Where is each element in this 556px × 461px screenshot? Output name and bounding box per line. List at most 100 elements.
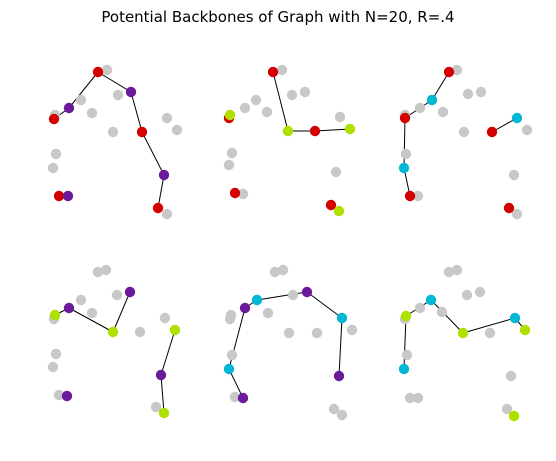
backbone-node-lime [282,125,294,137]
node [86,107,98,119]
node [484,327,496,339]
node [461,289,473,301]
edge [130,91,143,133]
edge [431,71,450,101]
node [239,102,251,114]
node [107,126,119,138]
backbone-node-purple [125,86,137,98]
node [161,112,173,124]
node [50,148,62,160]
backbone-node-cyan [426,94,438,106]
node [283,327,295,339]
backbone-node-lime [519,324,531,336]
edge [228,368,244,399]
node [277,264,289,276]
backbone-node-red [136,126,148,138]
backbone-node-lime [333,205,345,217]
node [86,307,98,319]
backbone-node-cyan [425,294,437,306]
node [400,148,412,160]
node [412,190,424,202]
node [286,89,298,101]
edge [256,291,308,301]
backbone-node-cyan [223,363,235,375]
node [159,312,171,324]
node [47,162,59,174]
node [501,403,513,415]
backbone-node-red [48,113,60,125]
backbone-node-cyan [336,312,348,324]
node [299,86,311,98]
backbone-node-lime [457,327,469,339]
node [92,266,104,278]
node [261,106,273,118]
node [100,264,112,276]
node [101,64,113,76]
backbone-node-purple [237,392,249,404]
node [53,389,65,401]
edge [306,291,343,319]
backbone-node-lime [169,324,181,336]
backbone-node-lime [400,310,412,322]
backbone-node-purple [124,286,136,298]
node [250,94,262,106]
node [287,289,299,301]
backbone-node-red [92,66,104,78]
node [75,294,87,306]
edge [338,317,343,377]
backbone-node-cyan [398,363,410,375]
node [150,401,162,413]
backbone-node-purple [63,302,75,314]
node [276,64,288,76]
edge [314,128,351,132]
edge [272,71,289,132]
node [505,370,517,382]
node [269,266,281,278]
edge [68,307,114,333]
backbone-node-red [229,187,241,199]
node [336,409,348,421]
node [75,94,87,106]
figure-title: Potential Backbones of Graph with N=20, … [101,8,455,26]
edge [160,329,176,376]
node [237,188,249,200]
node [412,392,424,404]
node [171,124,183,136]
backbone-node-cyan [398,162,410,174]
backbone-node-red [325,199,337,211]
node [226,147,238,159]
node [401,349,413,361]
node [414,102,426,114]
node [443,266,455,278]
node [474,286,486,298]
backbone-node-cyan [509,312,521,324]
backbone-node-red [267,66,279,78]
backbone-node-purple [61,390,73,402]
edge [430,299,464,334]
edge [160,374,165,414]
edge [68,71,99,109]
backbone-node-purple [301,286,313,298]
panel-top-right [398,64,533,220]
node [262,307,274,319]
panel-bottom-right [398,264,531,422]
node [50,348,62,360]
backbone-node-red [399,112,411,124]
backbone-node-red [152,202,164,214]
backbone-node-red [53,190,65,202]
node [330,166,342,178]
backbone-node-red [503,202,515,214]
backbone-node-lime [49,309,61,321]
backbone-node-cyan [511,112,523,124]
node [437,106,449,118]
node [346,324,358,336]
backbone-node-cyan [251,294,263,306]
node [134,326,146,338]
node [112,89,124,101]
node [511,208,523,220]
backbone-node-purple [239,302,251,314]
backbone-node-purple [62,190,74,202]
panel-top-middle [223,64,356,217]
